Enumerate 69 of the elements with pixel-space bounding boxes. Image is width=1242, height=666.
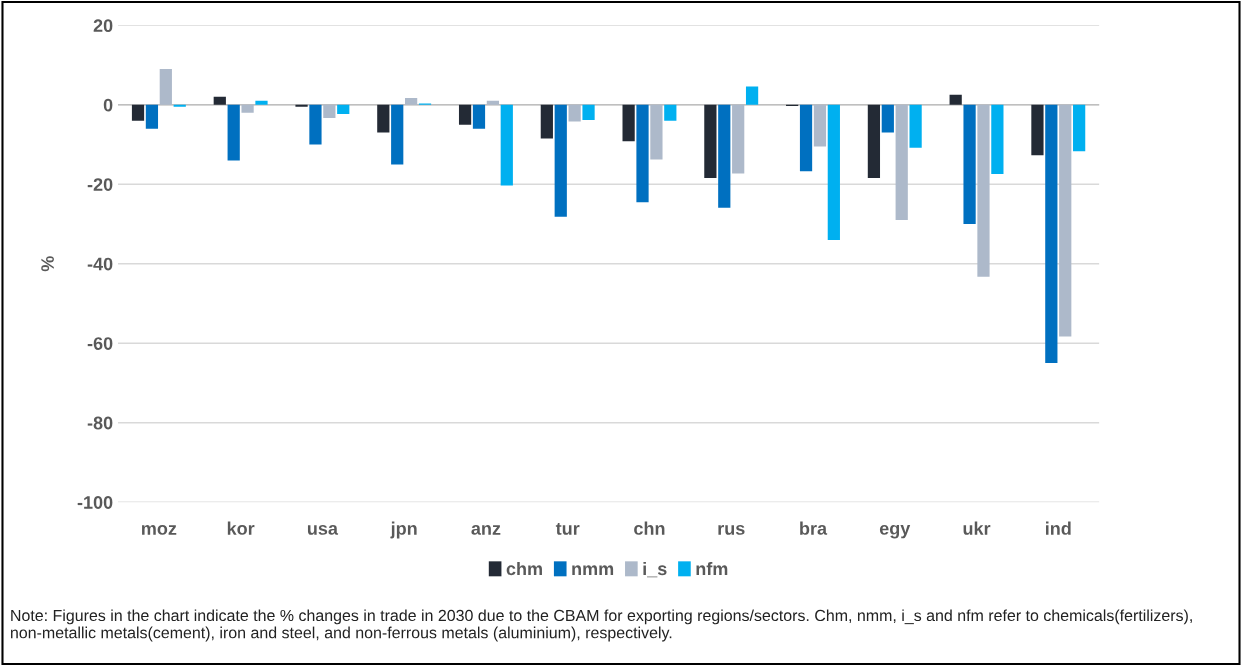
bar bbox=[486, 100, 499, 105]
y-axis-title: % bbox=[41, 256, 54, 272]
bar bbox=[963, 104, 976, 224]
y-tick-label: -80 bbox=[87, 416, 113, 430]
x-tick-label: jpn bbox=[390, 521, 417, 539]
bar bbox=[554, 104, 567, 217]
bar bbox=[391, 104, 404, 165]
bar bbox=[540, 104, 553, 139]
bar bbox=[1073, 104, 1086, 152]
bar bbox=[1031, 104, 1044, 156]
bar bbox=[255, 100, 268, 105]
bar bbox=[227, 104, 240, 161]
bar bbox=[500, 104, 513, 186]
x-tick-label: bra bbox=[800, 521, 828, 535]
x-tick-label: ind bbox=[1046, 521, 1071, 535]
legend-label: nmm bbox=[572, 565, 614, 576]
y-tick-label: -100 bbox=[77, 496, 113, 509]
bar bbox=[636, 104, 649, 203]
bar bbox=[745, 86, 759, 105]
y-tick-label: -20 bbox=[87, 178, 113, 191]
y-tick-label: -60 bbox=[87, 337, 113, 350]
bar bbox=[827, 104, 840, 240]
bar bbox=[664, 104, 677, 121]
bar bbox=[650, 104, 663, 160]
bar bbox=[881, 104, 894, 133]
x-tick-label: kor bbox=[227, 521, 255, 535]
bar bbox=[458, 104, 472, 125]
bar bbox=[732, 104, 745, 174]
y-tick-label: 0 bbox=[103, 98, 113, 112]
x-tick-label: anz bbox=[471, 524, 501, 535]
bar bbox=[131, 104, 145, 121]
bar bbox=[867, 104, 881, 178]
bar bbox=[241, 104, 254, 113]
bar bbox=[159, 69, 172, 105]
bar bbox=[704, 104, 717, 178]
bar bbox=[213, 96, 226, 105]
bar bbox=[405, 98, 418, 105]
x-tick-label: chn bbox=[634, 521, 665, 535]
bar bbox=[977, 104, 990, 277]
legend-label: chm bbox=[506, 561, 542, 576]
bar bbox=[949, 94, 962, 105]
x-tick-label: moz bbox=[142, 524, 177, 535]
legend-label: i_s bbox=[643, 561, 667, 578]
bar bbox=[895, 104, 908, 221]
y-tick-label: -40 bbox=[87, 257, 113, 271]
bar bbox=[718, 104, 731, 208]
bar bbox=[813, 104, 827, 147]
bar bbox=[799, 104, 813, 172]
bar bbox=[309, 104, 322, 145]
x-tick-label: tur bbox=[555, 522, 580, 535]
bar bbox=[1045, 104, 1058, 364]
bar bbox=[991, 104, 1004, 174]
y-tick-label: 20 bbox=[93, 19, 113, 33]
x-tick-label: usa bbox=[307, 524, 339, 535]
x-tick-label: rus bbox=[718, 524, 745, 535]
bar bbox=[323, 104, 336, 118]
bar bbox=[582, 104, 595, 120]
bar bbox=[1059, 104, 1072, 337]
bar bbox=[472, 104, 486, 129]
bar bbox=[337, 104, 350, 114]
x-tick-label: ukr bbox=[963, 521, 991, 535]
bar bbox=[568, 104, 581, 122]
text: Note: Figures in the chart indicate the % changes in trade in 2030 due to the CBAM for exporting regions/sectors. Chm, nmm, i_s and nfm refer to chemicals(fertilizers), non-metallic metals(cement), iron and steel, and non-ferrous metals (aluminium), respectively. bbox=[11, 609, 1192, 642]
bar bbox=[909, 104, 922, 148]
bar bbox=[377, 104, 390, 133]
x-tick-label: egy bbox=[879, 524, 911, 539]
bar bbox=[145, 104, 159, 129]
bar bbox=[622, 104, 635, 142]
legend-label: nfm bbox=[696, 561, 728, 576]
